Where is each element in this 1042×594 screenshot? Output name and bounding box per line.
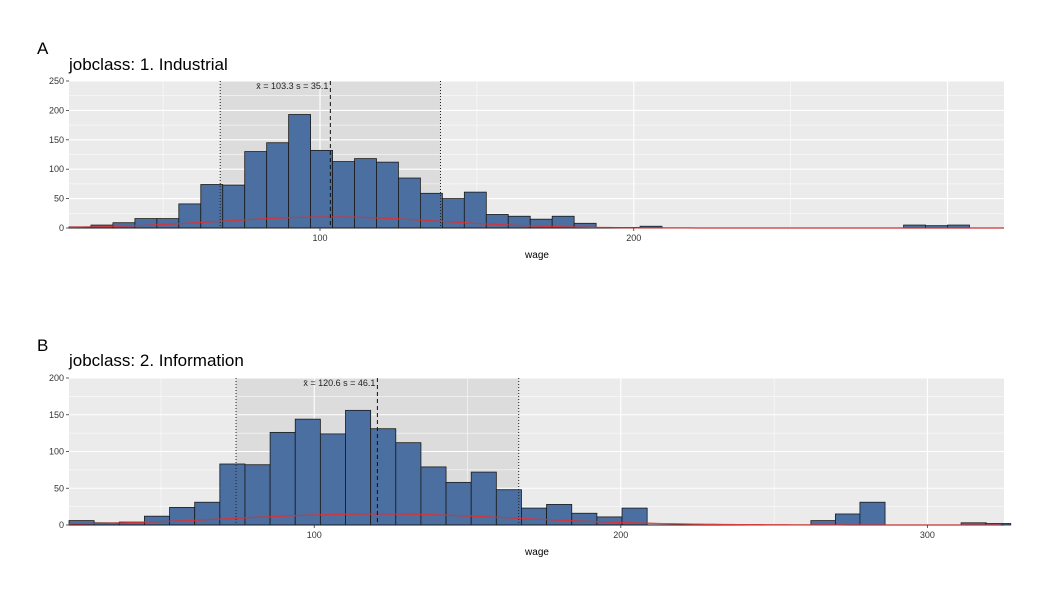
panel-a: x̄ = 103.3 s = 35.1 0 50 100 150 200 250 100 200…	[37, 39, 1004, 261]
y-tick-label: 0	[59, 520, 64, 530]
histogram-bar	[134, 218, 158, 229]
y-tick-label: 200	[49, 105, 64, 115]
density-curve	[68, 513, 1001, 526]
histogram-bar	[266, 142, 290, 229]
histogram-bar	[441, 198, 465, 229]
histogram-bar	[219, 463, 246, 526]
histogram-bar	[194, 501, 221, 526]
x-tick-label: 200	[626, 233, 641, 243]
plot-area: x̄ = 120.6 s = 46.1 0 50 100 150 200 100 200 300	[49, 373, 1012, 540]
x-tick-label: 100	[312, 233, 327, 243]
histogram-bar	[521, 507, 548, 526]
y-tick-label: 100	[49, 164, 64, 174]
y-tick-label: 50	[54, 483, 64, 493]
y-tick-label: 150	[49, 135, 64, 145]
stat-label: x̄ = 103.3 s = 35.1	[256, 81, 328, 91]
y-tick-label: 0	[59, 223, 64, 233]
histogram-bar	[495, 489, 522, 526]
histogram-bar	[370, 428, 397, 526]
histogram-bar	[332, 161, 355, 229]
panel-b: x̄ = 120.6 s = 46.1 0 50 100 150 200 100 200 300…	[37, 336, 1012, 558]
histogram-bar	[420, 466, 447, 526]
histogram-bar	[178, 203, 202, 229]
y-tick-label: 50	[54, 194, 64, 204]
histogram-bar	[345, 409, 372, 526]
plot-area: x̄ = 103.3 s = 35.1 0 50 100 150 200 250 100 200	[49, 76, 1004, 243]
histogram-bar	[420, 192, 443, 229]
y-tick-label: 100	[49, 447, 64, 457]
histogram-bar	[294, 418, 321, 526]
histogram-bar	[269, 431, 296, 526]
histogram-bar	[596, 516, 623, 526]
histogram-bar	[859, 501, 886, 526]
x-tick-label: 300	[920, 530, 935, 540]
histogram-bar	[244, 464, 271, 526]
panel-title: jobclass: 1. Industrial	[68, 55, 228, 74]
histogram-bar	[319, 433, 346, 526]
y-tick-label: 250	[49, 76, 64, 86]
panel-title: jobclass: 2. Information	[68, 351, 244, 370]
histogram-bar	[395, 442, 422, 526]
histogram-bar	[288, 114, 311, 229]
histogram-bar	[244, 151, 268, 229]
histogram-bar	[169, 506, 196, 526]
histogram-bar	[144, 515, 170, 526]
x-axis-title: wage	[524, 250, 549, 261]
histogram-bar	[834, 513, 861, 526]
density-curve	[68, 216, 1004, 229]
histogram-bar	[445, 481, 472, 526]
panel-tag: A	[37, 39, 49, 58]
histogram-bar	[485, 214, 509, 229]
histogram-bar	[546, 504, 573, 526]
x-tick-label: 200	[613, 530, 628, 540]
x-tick-label: 100	[307, 530, 322, 540]
x-axis-title: wage	[524, 547, 549, 558]
histogram-bar	[571, 512, 598, 526]
y-tick-label: 150	[49, 410, 64, 420]
y-tick-label: 200	[49, 373, 64, 383]
stat-label: x̄ = 120.6 s = 46.1	[303, 378, 375, 388]
panel-tag: B	[37, 336, 48, 355]
